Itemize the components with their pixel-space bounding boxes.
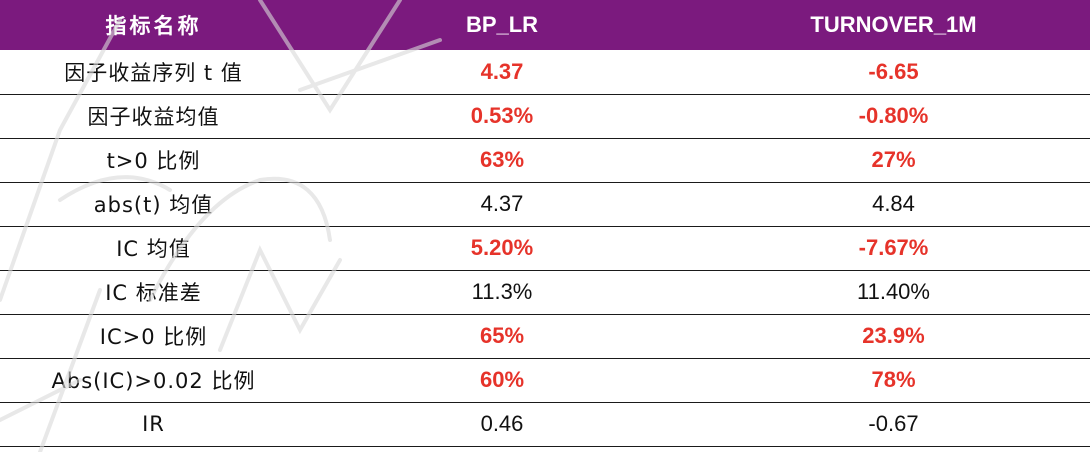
row-turnover-1m-value: 23.9% <box>697 314 1090 359</box>
row-turnover-1m-value: 27% <box>697 138 1090 183</box>
row-turnover-1m-value: 4.84 <box>697 182 1090 227</box>
row-turnover-1m-value: -0.80% <box>697 94 1090 139</box>
row-turnover-1m-value: 11.40% <box>697 270 1090 315</box>
row-bp-lr-value: 4.37 <box>307 182 697 227</box>
header-metric-name: 指标名称 <box>105 14 202 38</box>
row-turnover-1m-value: -0.67 <box>697 402 1090 447</box>
table-row: Abs(IC)>0.02 比例 60% 78% <box>0 358 1090 403</box>
row-metric-name: Abs(IC)>0.02 比例 <box>0 358 307 403</box>
row-metric-name: IC>0 比例 <box>0 314 307 359</box>
row-bp-lr-value: 0.53% <box>307 94 697 139</box>
row-turnover-1m-value: -7.67% <box>697 226 1090 271</box>
header-bp-lr: BP_LR <box>465 12 539 37</box>
row-metric-name: IC 均值 <box>0 226 307 271</box>
row-bp-lr-value: 11.3% <box>307 270 697 315</box>
row-metric-name: abs(t) 均值 <box>0 182 307 227</box>
row-bp-lr-value: 5.20% <box>307 226 697 271</box>
table-row: 因子收益序列 t 值 4.37 -6.65 <box>0 50 1090 95</box>
row-metric-name: 因子收益均值 <box>0 94 307 139</box>
row-bp-lr-value: 63% <box>307 138 697 183</box>
row-turnover-1m-value: 78% <box>697 358 1090 403</box>
header-turnover-1m: TURNOVER_1M <box>810 12 977 37</box>
row-metric-name: 因子收益序列 t 值 <box>0 50 307 95</box>
row-metric-name: IR <box>0 402 307 447</box>
table-row: IC 均值 5.20% -7.67% <box>0 226 1090 271</box>
row-metric-name: IC 标准差 <box>0 270 307 315</box>
row-bp-lr-value: 65% <box>307 314 697 359</box>
row-bp-lr-value: 0.46 <box>307 402 697 447</box>
table-row: 因子收益均值 0.53% -0.80% <box>0 94 1090 139</box>
row-bp-lr-value: 60% <box>307 358 697 403</box>
row-turnover-1m-value: -6.65 <box>697 50 1090 95</box>
table-row: IC 标准差 11.3% 11.40% <box>0 270 1090 315</box>
table-header-row: 指标名称 BP_LR TURNOVER_1M <box>0 0 1090 50</box>
table-row: t>0 比例 63% 27% <box>0 138 1090 183</box>
table-row: abs(t) 均值 4.37 4.84 <box>0 182 1090 227</box>
row-metric-name: t>0 比例 <box>0 138 307 183</box>
table-row: IC>0 比例 65% 23.9% <box>0 314 1090 359</box>
table-row: IR 0.46 -0.67 <box>0 402 1090 447</box>
row-bp-lr-value: 4.37 <box>307 50 697 95</box>
